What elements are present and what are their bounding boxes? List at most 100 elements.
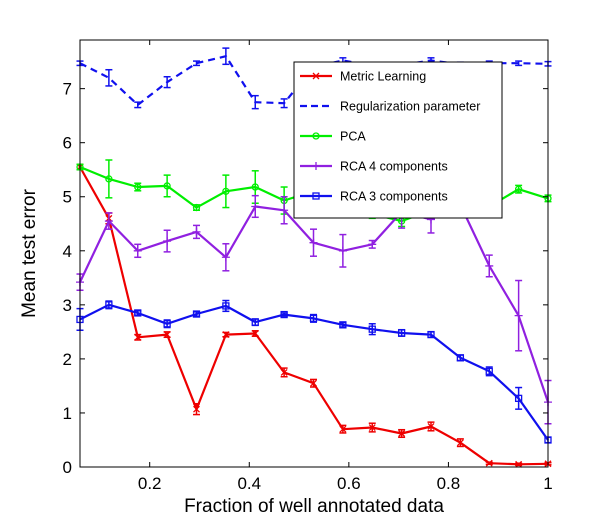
data-point xyxy=(397,329,406,337)
data-point xyxy=(163,331,171,339)
data-point xyxy=(368,424,376,432)
error-bar xyxy=(105,68,113,87)
data-point xyxy=(485,261,494,270)
data-point xyxy=(251,183,259,191)
y-tick-label: 6 xyxy=(63,134,72,153)
x-tick-label: 0.6 xyxy=(337,474,361,493)
legend-label: Metric Learning xyxy=(340,70,426,84)
error-bar xyxy=(515,386,523,410)
legend-marker xyxy=(312,72,320,80)
data-point xyxy=(280,206,289,215)
y-tick-label: 1 xyxy=(63,404,72,423)
error-bar xyxy=(280,312,288,317)
data-point xyxy=(398,430,406,437)
legend-label: PCA xyxy=(340,130,366,144)
data-point xyxy=(192,227,201,236)
y-tick-label: 3 xyxy=(63,296,72,315)
data-point xyxy=(134,309,142,317)
data-point xyxy=(514,311,523,320)
data-point xyxy=(427,330,435,339)
series-rca-3-components xyxy=(76,299,552,444)
data-point xyxy=(339,321,347,329)
error-bar xyxy=(251,94,259,110)
error-bar xyxy=(163,76,171,89)
legend-marker xyxy=(312,192,320,200)
data-point xyxy=(456,439,464,447)
legend-item: Metric Learning xyxy=(300,70,426,84)
plot-frame xyxy=(79,39,549,468)
error-bar xyxy=(163,174,171,198)
error-bar xyxy=(134,310,142,316)
data-point xyxy=(251,330,259,337)
legend: Metric Learning Regularization parameter P… xyxy=(293,61,503,219)
data-point xyxy=(368,240,377,249)
data-point xyxy=(280,310,288,319)
data-point xyxy=(338,246,347,255)
data-point xyxy=(485,459,493,467)
error-bar xyxy=(105,159,113,199)
error-bar xyxy=(222,47,230,66)
error-bar xyxy=(222,174,230,209)
data-point xyxy=(134,333,142,341)
data-point xyxy=(222,187,230,195)
data-point xyxy=(309,314,318,323)
error-bar xyxy=(280,98,288,109)
error-bar xyxy=(339,321,347,328)
data-point xyxy=(105,301,113,309)
data-point xyxy=(104,217,113,226)
legend-box xyxy=(293,61,503,219)
y-tick-label: 0 xyxy=(63,458,72,477)
x-tick-label: 0.4 xyxy=(237,474,261,493)
error-bar xyxy=(193,311,201,317)
data-point xyxy=(105,175,113,183)
data-point xyxy=(427,423,435,430)
data-point xyxy=(339,425,347,433)
data-point xyxy=(310,379,317,387)
x-tick-label: 0.2 xyxy=(138,474,162,493)
legend-marker xyxy=(312,132,320,140)
series-rca-4-components xyxy=(76,194,552,425)
y-axis-title: Mean test error xyxy=(19,188,40,317)
data-point xyxy=(221,253,230,262)
legend-label: RCA 3 components xyxy=(340,190,448,204)
x-tick-label: 0.8 xyxy=(437,474,461,493)
data-point xyxy=(163,320,171,328)
legend-label: Regularization parameter xyxy=(340,100,480,114)
data-point xyxy=(133,246,142,255)
data-point xyxy=(222,302,230,310)
error-bar xyxy=(515,60,523,67)
data-point xyxy=(163,182,171,190)
y-tick-label: 7 xyxy=(63,80,72,99)
x-axis-title: Fraction of well annotated data xyxy=(184,496,444,517)
error-bar xyxy=(134,101,142,109)
data-point xyxy=(514,185,523,193)
legend-item: RCA 3 components xyxy=(300,190,448,204)
data-point xyxy=(280,368,288,376)
y-tick-label: 4 xyxy=(63,242,72,261)
data-point xyxy=(515,460,523,468)
data-point xyxy=(192,310,201,318)
legend-item: Regularization parameter xyxy=(300,100,480,114)
data-point xyxy=(456,354,465,362)
data-point xyxy=(309,238,318,247)
data-point xyxy=(222,331,230,339)
legend-item: RCA 4 components xyxy=(300,160,448,174)
data-point xyxy=(514,394,523,403)
x-tick-label: 1 xyxy=(543,474,552,493)
legend-item: PCA xyxy=(300,130,366,144)
data-point xyxy=(134,183,142,191)
data-point xyxy=(192,203,201,212)
data-point xyxy=(368,325,376,333)
y-tick-label: 2 xyxy=(63,350,72,369)
axes: 0.2 0.4 0.6 0.8 1 0 1 2 3 4 5 6 7 xyxy=(63,39,553,493)
legend-label: RCA 4 components xyxy=(340,160,448,174)
data-point xyxy=(251,318,259,326)
data-point xyxy=(251,202,260,211)
y-tick-label: 5 xyxy=(63,188,72,207)
data-point xyxy=(485,367,493,375)
data-point xyxy=(163,237,172,246)
data-point xyxy=(193,405,200,413)
legend-marker xyxy=(312,162,320,170)
error-bar xyxy=(193,60,201,67)
